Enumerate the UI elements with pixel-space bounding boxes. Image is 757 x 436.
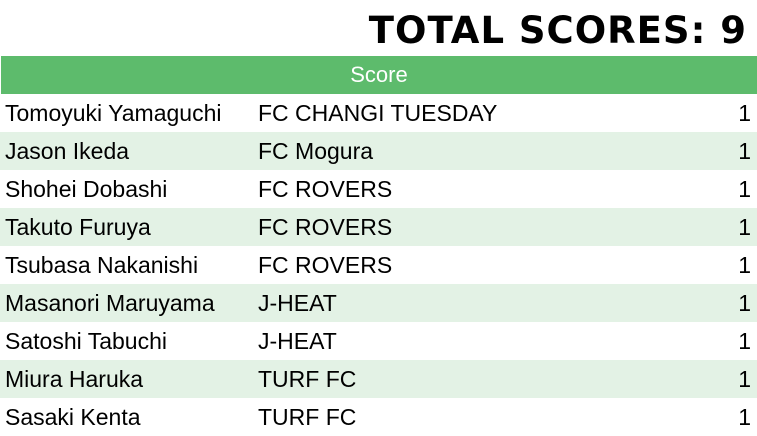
player-name: Satoshi Tabuchi <box>5 328 167 354</box>
player-name: Jason Ikeda <box>5 138 130 164</box>
scores-table: Tomoyuki Yamaguchi FC CHANGI TUESDAY 1 J… <box>0 94 757 436</box>
player-name: Miura Haruka <box>5 366 144 392</box>
player-name: Sasaki Kenta <box>5 404 141 430</box>
score-value: 1 <box>738 176 751 202</box>
score-value: 1 <box>738 100 751 126</box>
score-column-header: Score <box>1 56 757 94</box>
score-value: 1 <box>738 328 751 354</box>
player-name: Tomoyuki Yamaguchi <box>5 100 222 126</box>
player-name: Takuto Furuya <box>5 214 151 240</box>
table-row: Tsubasa Nakanishi FC ROVERS 1 <box>0 246 757 284</box>
table-row: Masanori Maruyama J-HEAT 1 <box>0 284 757 322</box>
score-value: 1 <box>738 290 751 316</box>
score-value: 1 <box>738 404 751 430</box>
table-row: Tomoyuki Yamaguchi FC CHANGI TUESDAY 1 <box>0 94 757 132</box>
player-name: Tsubasa Nakanishi <box>5 252 199 278</box>
table-row: Shohei Dobashi FC ROVERS 1 <box>0 170 757 208</box>
team-name: FC ROVERS <box>258 176 393 202</box>
score-value: 1 <box>738 366 751 392</box>
team-name: TURF FC <box>258 366 357 392</box>
player-name: Shohei Dobashi <box>5 176 168 202</box>
total-scores-title: TOTAL SCORES: 9 <box>368 9 747 52</box>
score-value: 1 <box>738 138 751 164</box>
score-value: 1 <box>738 214 751 240</box>
table-row: Jason Ikeda FC Mogura 1 <box>0 132 757 170</box>
team-name: FC ROVERS <box>258 214 393 240</box>
table-row: Sasaki Kenta TURF FC 1 <box>0 398 757 436</box>
score-value: 1 <box>738 252 751 278</box>
table-row: Satoshi Tabuchi J-HEAT 1 <box>0 322 757 360</box>
team-name: FC CHANGI TUESDAY <box>258 100 498 126</box>
team-name: J-HEAT <box>258 290 337 316</box>
team-name: J-HEAT <box>258 328 337 354</box>
table-row: Takuto Furuya FC ROVERS 1 <box>0 208 757 246</box>
player-name: Masanori Maruyama <box>5 290 215 316</box>
table-row: Miura Haruka TURF FC 1 <box>0 360 757 398</box>
team-name: FC Mogura <box>258 138 374 164</box>
team-name: TURF FC <box>258 404 357 430</box>
team-name: FC ROVERS <box>258 252 393 278</box>
